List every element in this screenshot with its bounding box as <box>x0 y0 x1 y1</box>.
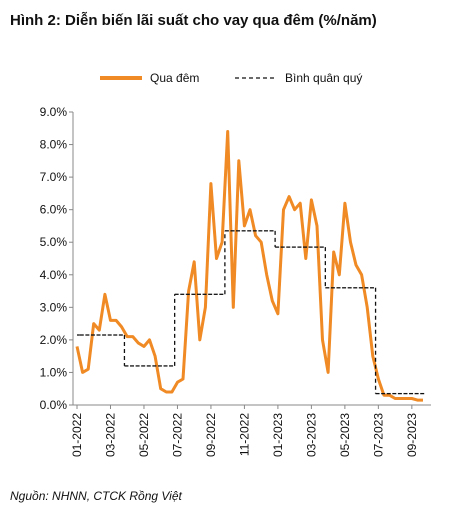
series-line <box>75 130 423 402</box>
source-note: Nguồn: NHNN, CTCK Rồng Việt <box>10 489 183 503</box>
x-tick-label: 01-2022 <box>70 413 84 457</box>
x-tick-label: 05-2023 <box>338 413 352 457</box>
chart-title: Hình 2: Diễn biến lãi suất cho vay qua đ… <box>10 12 377 29</box>
y-tick-label: 8.0% <box>40 138 68 152</box>
y-tick-label: 6.0% <box>40 203 68 217</box>
x-tick-label: 09-2023 <box>405 413 419 457</box>
x-tick-label: 03-2022 <box>103 413 117 457</box>
x-tick-label: 05-2022 <box>137 413 151 457</box>
x-tick-label: 07-2023 <box>371 413 385 457</box>
x-tick-label: 07-2022 <box>170 413 184 457</box>
y-tick-label: 5.0% <box>40 235 68 249</box>
x-tick-label: 11-2022 <box>237 413 251 456</box>
y-tick-label: 4.0% <box>40 268 68 282</box>
y-tick-label: 0.0% <box>40 398 68 412</box>
y-tick-label: 1.0% <box>40 365 68 379</box>
legend-label: Qua đêm <box>150 71 199 85</box>
x-tick-label: 03-2023 <box>304 413 318 457</box>
x-tick-label: 01-2023 <box>271 413 285 457</box>
y-tick-label: 9.0% <box>40 105 68 119</box>
y-tick-label: 3.0% <box>40 300 68 314</box>
y-tick-label: 7.0% <box>40 170 68 184</box>
y-tick-label: 2.0% <box>40 333 68 347</box>
x-tick-label: 09-2022 <box>204 413 218 457</box>
legend-label: Bình quân quý <box>285 71 362 85</box>
